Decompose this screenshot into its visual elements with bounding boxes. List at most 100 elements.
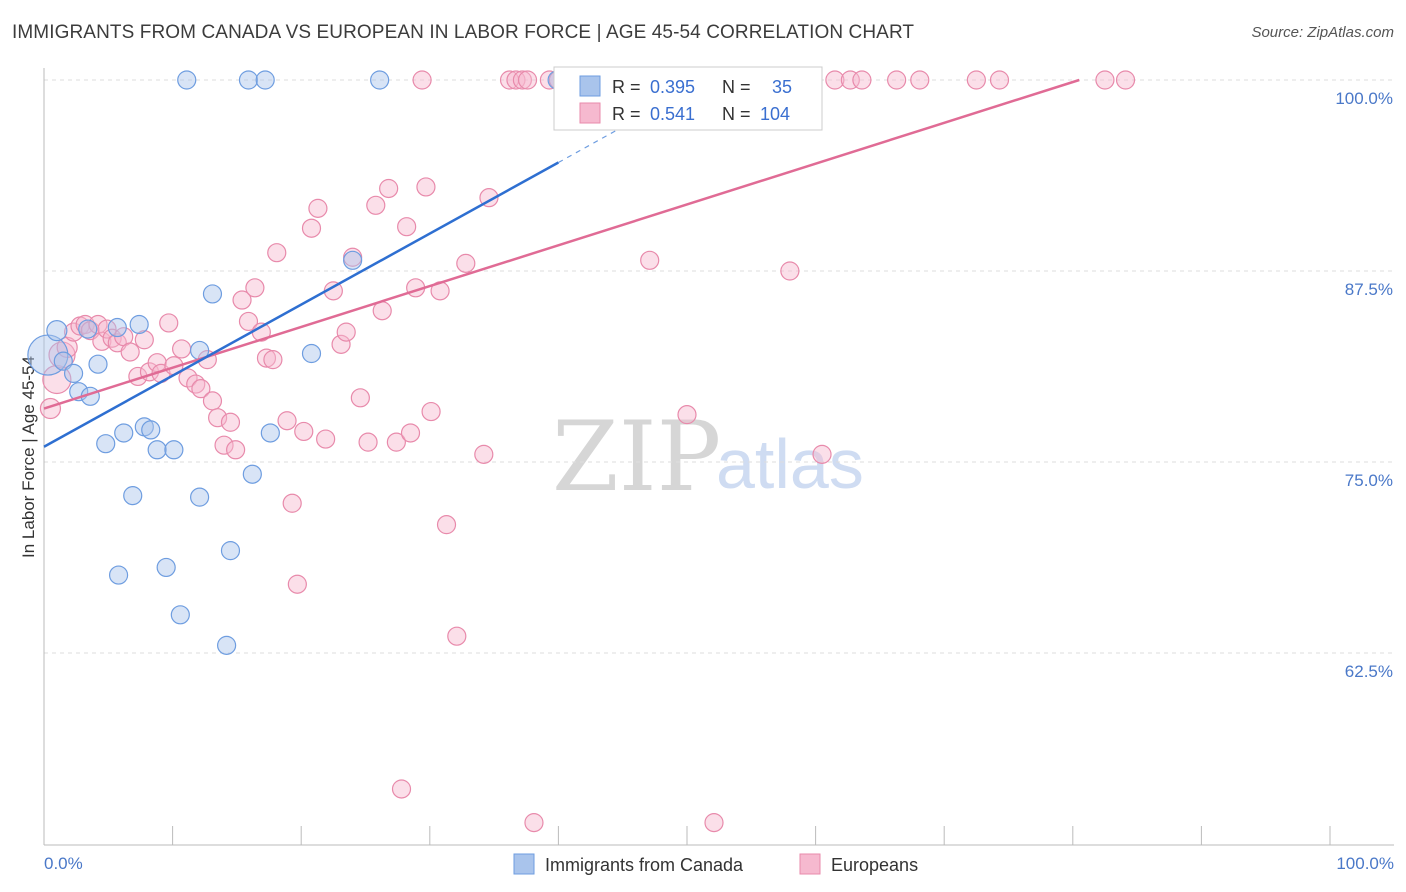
x-tick-label-max: 100.0% <box>1336 854 1394 873</box>
pink-point-102 <box>1095 70 1115 90</box>
legend-swatch-europeans <box>579 102 601 124</box>
pink-point-93 <box>780 261 800 281</box>
trend-line-canada <box>43 161 560 448</box>
blue-point-31 <box>343 250 363 270</box>
blue-point-26 <box>238 70 259 90</box>
y-tick-label-2: 87.5% <box>1345 280 1393 299</box>
pink-point-57 <box>397 217 417 237</box>
blue-point-15 <box>141 420 161 440</box>
legend-r-value-europeans: 0.541 <box>650 104 695 124</box>
blue-point-6 <box>78 319 98 339</box>
pink-point-27 <box>202 391 223 411</box>
pink-point-87 <box>677 405 697 425</box>
pink-point-50 <box>350 388 370 408</box>
pink-point-41 <box>287 574 307 594</box>
blue-point-29 <box>260 423 280 443</box>
pink-point-42 <box>294 421 314 442</box>
blue-point-12 <box>123 486 143 506</box>
pink-point-101 <box>989 70 1010 90</box>
pink-point-73 <box>524 813 544 833</box>
bottom-legend-label-europeans: Europeans <box>831 855 918 875</box>
blue-point-7 <box>88 354 108 374</box>
pink-point-33 <box>238 311 259 332</box>
legend-n-value-europeans: 104 <box>760 104 790 124</box>
pink-point-96 <box>840 70 860 90</box>
pink-point-20 <box>159 313 179 333</box>
pink-point-54 <box>379 178 399 199</box>
pink-point-31 <box>226 440 246 460</box>
blue-point-2 <box>53 351 73 371</box>
pink-point-51 <box>358 432 378 452</box>
pink-point-103 <box>1115 70 1136 90</box>
y-tick-label-3: 100.0% <box>1335 89 1393 108</box>
pink-point-60 <box>412 70 432 90</box>
x-tick-label-min: 0.0% <box>44 854 83 873</box>
pink-point-72 <box>517 70 538 90</box>
bottom-legend-label-canada: Immigrants from Canada <box>545 855 744 875</box>
pink-point-64 <box>436 515 457 535</box>
source-credit: Source: ZipAtlas.com <box>1251 24 1394 41</box>
blue-point-25 <box>220 541 241 561</box>
blue-point-30 <box>301 343 322 364</box>
blue-point-13 <box>129 314 149 335</box>
pink-point-89 <box>704 813 724 833</box>
pink-point-84 <box>640 250 660 270</box>
blue-point-28 <box>255 70 275 90</box>
pink-point-47 <box>331 334 351 354</box>
pink-point-97 <box>852 70 872 90</box>
pink-point-55 <box>386 432 406 452</box>
blue-point-18 <box>164 440 184 460</box>
blue-point-17 <box>156 557 176 578</box>
blue-point-21 <box>190 487 210 507</box>
blue-point-19 <box>170 605 190 625</box>
pink-point-16 <box>134 330 154 350</box>
trend-line-europeans <box>43 78 1080 410</box>
y-axis-tick-labels: 62.5% 75.0% 87.5% 100.0% <box>1335 89 1393 681</box>
pink-point-48 <box>336 322 356 342</box>
blue-point-23 <box>202 284 223 304</box>
pink-point-61 <box>416 177 436 197</box>
series-canada-points <box>27 70 628 655</box>
pink-point-45 <box>316 429 336 449</box>
pink-point-100 <box>966 70 986 90</box>
pink-point-39 <box>277 411 297 431</box>
pink-point-22 <box>172 339 192 359</box>
gridlines <box>44 79 1394 654</box>
pink-point-44 <box>308 198 328 218</box>
watermark-zip: ZIP <box>552 401 721 513</box>
watermark: ZIP atlas <box>552 401 864 513</box>
pink-point-36 <box>256 348 277 368</box>
correlation-legend: R = 0.395 N = 35 R = 0.541 N = 104 <box>553 66 823 131</box>
legend-swatch-canada <box>579 75 601 97</box>
bottom-legend-swatch-europeans <box>799 853 821 875</box>
blue-point-8 <box>96 434 116 454</box>
pink-point-40 <box>282 493 302 513</box>
pink-point-23 <box>178 368 198 388</box>
pink-point-65 <box>447 626 467 646</box>
chart-title: IMMIGRANTS FROM CANADA VS EUROPEAN IN LA… <box>12 22 915 43</box>
blue-point-16 <box>147 440 167 460</box>
legend-r-label-europeans: R = <box>612 104 641 124</box>
axes <box>43 68 1394 846</box>
pink-point-98 <box>887 70 907 90</box>
watermark-atlas: atlas <box>716 425 864 503</box>
pink-point-34 <box>245 278 265 298</box>
pink-point-62 <box>421 401 441 422</box>
pink-point-1 <box>42 364 72 395</box>
blue-point-3 <box>63 363 84 383</box>
legend-n-label-europeans: N = <box>722 104 751 124</box>
blue-point-24 <box>217 635 237 655</box>
pink-point-95 <box>825 70 845 90</box>
pink-point-30 <box>220 412 241 432</box>
pink-point-58 <box>400 423 421 443</box>
blue-point-11 <box>114 423 134 443</box>
pink-point-71 <box>512 70 532 90</box>
pink-point-99 <box>910 70 930 90</box>
blue-point-20 <box>177 70 197 90</box>
legend-n-label-canada: N = <box>722 77 751 97</box>
pink-point-2 <box>48 341 76 369</box>
blue-point-9 <box>107 317 127 338</box>
pink-point-25 <box>191 379 211 399</box>
legend-r-label-canada: R = <box>612 77 641 97</box>
x-axis-ticks <box>172 826 1331 845</box>
